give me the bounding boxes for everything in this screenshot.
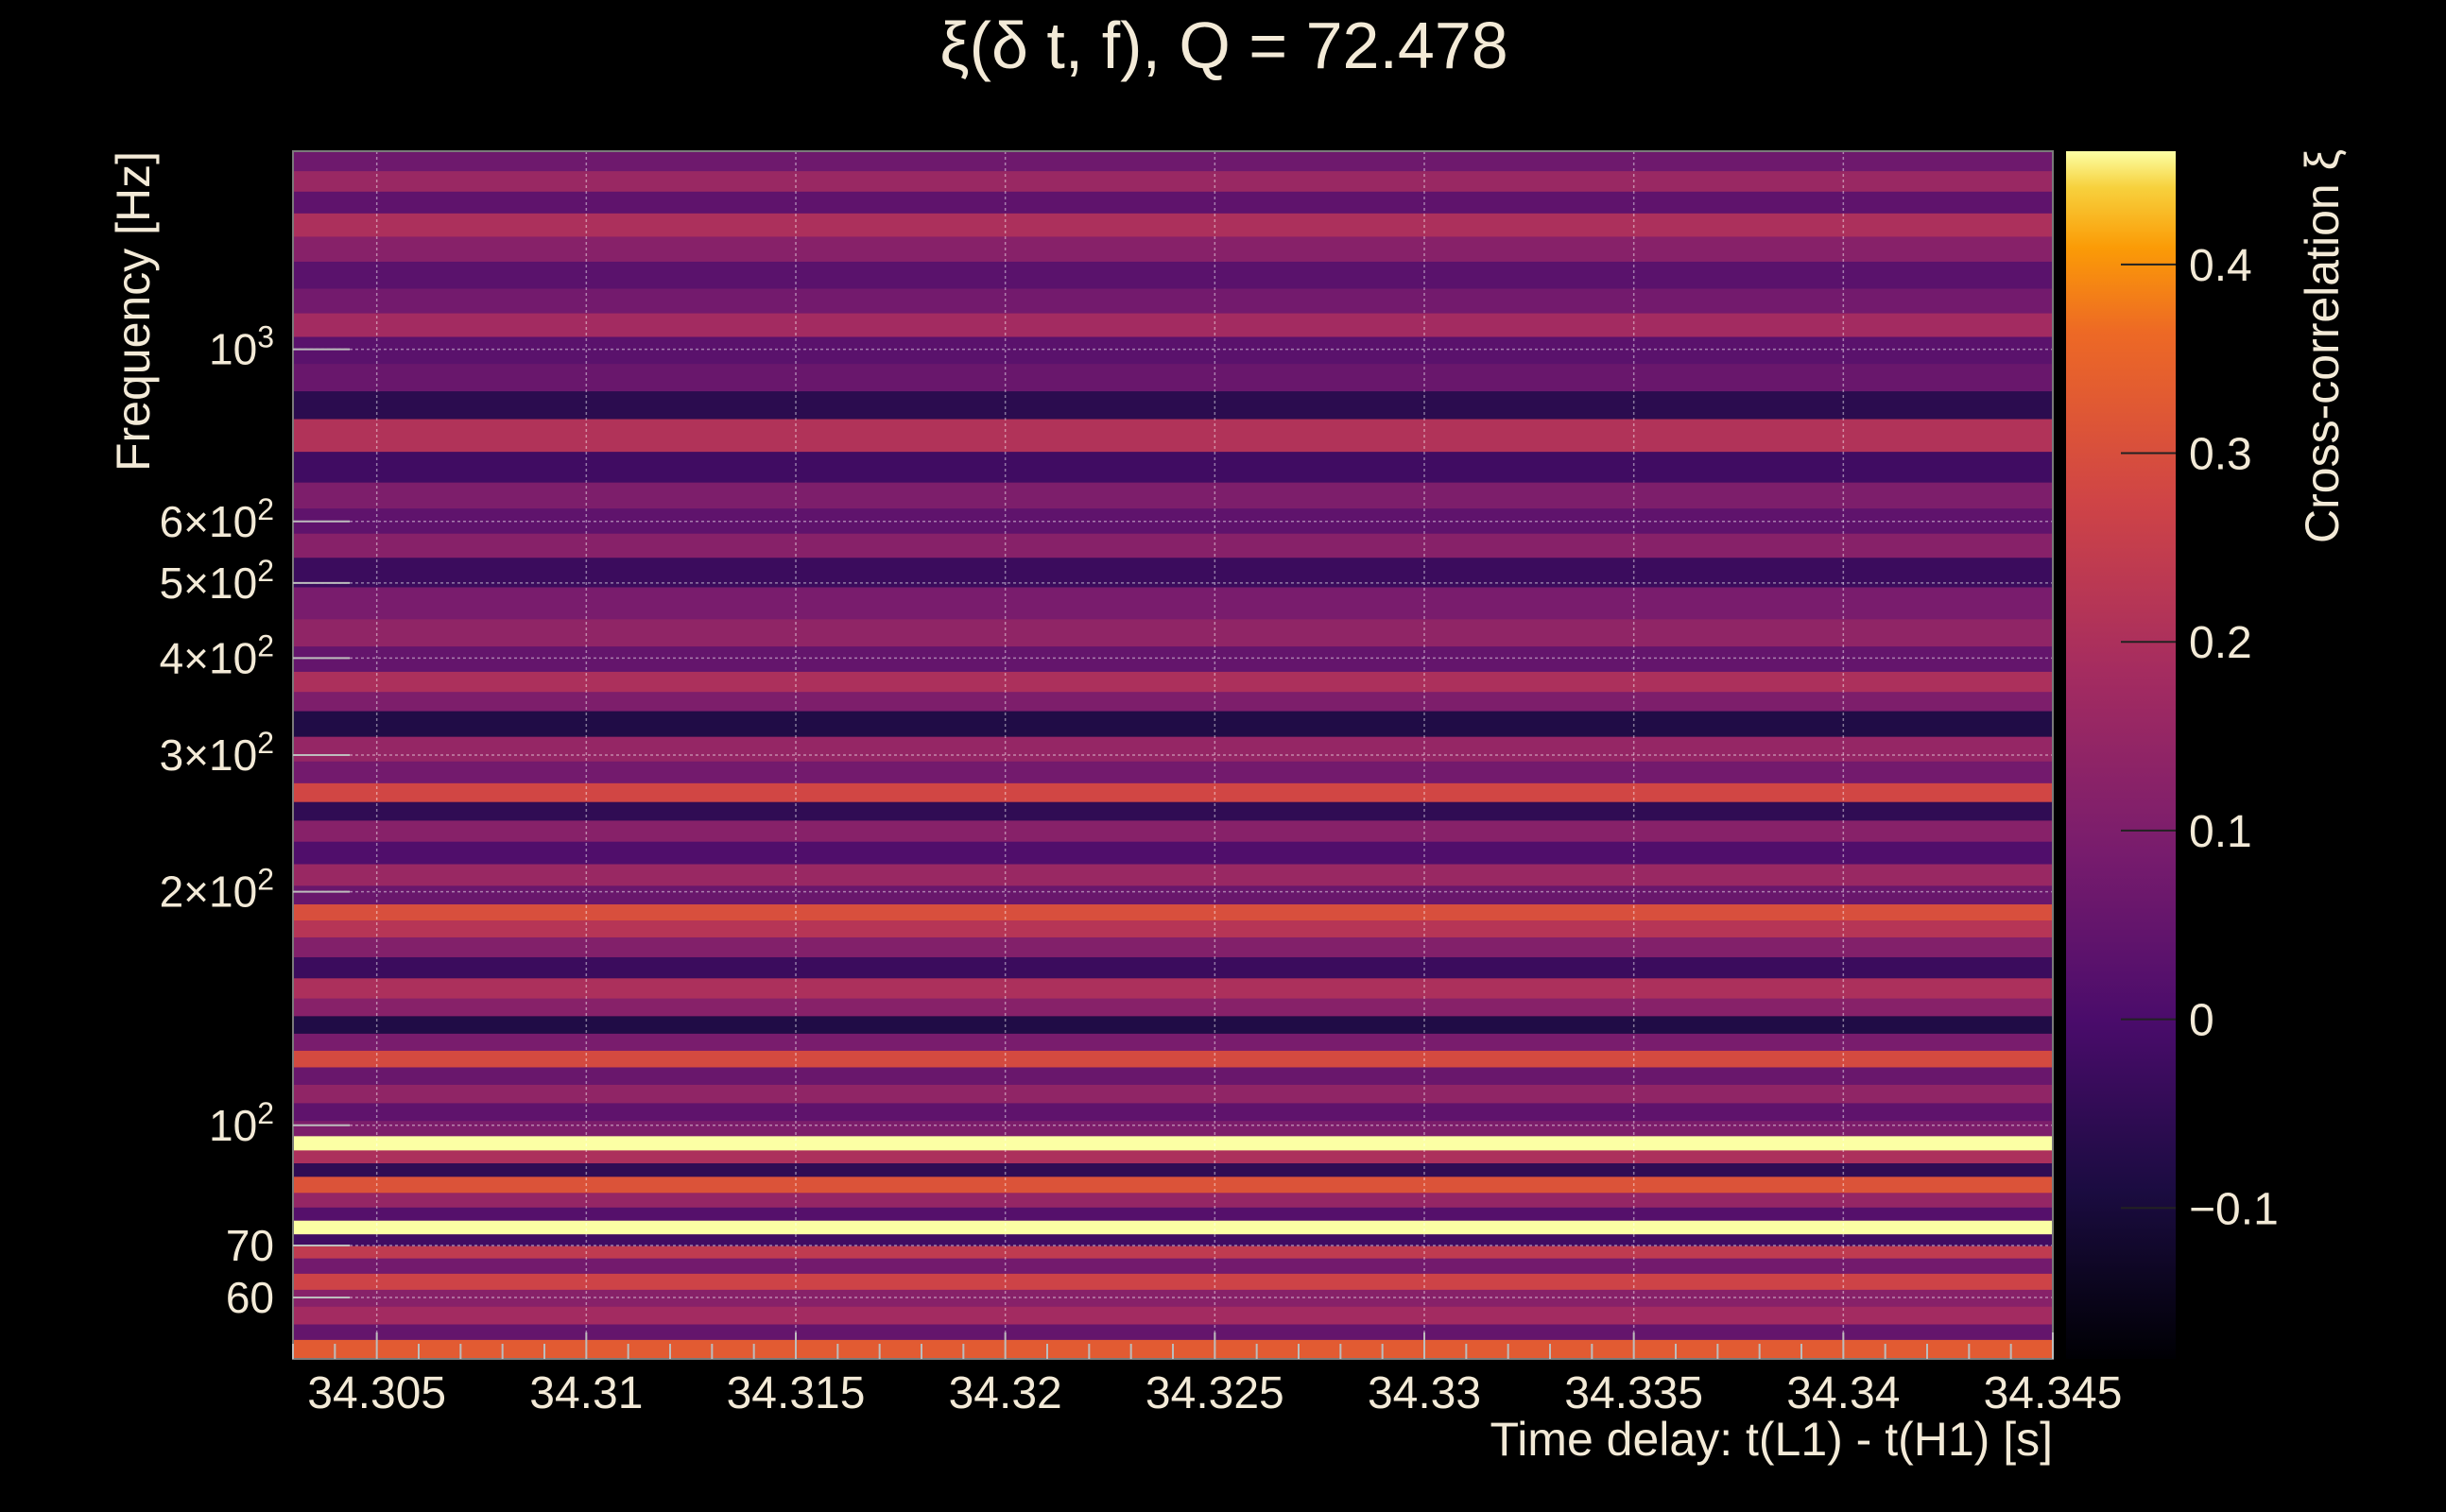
band-row <box>293 1306 2053 1325</box>
band-row <box>293 261 2053 289</box>
band-row <box>293 1207 2053 1221</box>
y-tick-label: 2×102 <box>160 863 274 917</box>
colorbar-tick-label: 0.2 <box>2189 618 2252 668</box>
band-row <box>293 451 2053 483</box>
band-row <box>293 801 2053 821</box>
band-row <box>293 1323 2053 1340</box>
band-row <box>293 1084 2053 1104</box>
y-tick-label: 103 <box>209 320 274 374</box>
band-row <box>293 586 2053 620</box>
x-axis-ticks: 34.305 34.31 34.315 34.32 34.325 34.33 34.335 3… <box>292 1332 2123 1418</box>
band-row <box>293 1246 2053 1259</box>
y-tick-label: 70 <box>226 1221 274 1270</box>
x-tick-label: 34.33 <box>1368 1368 1481 1418</box>
band-row <box>293 1176 2053 1194</box>
band-row <box>293 557 2053 588</box>
band-row <box>293 1273 2053 1290</box>
x-tick-label: 34.335 <box>1564 1368 1703 1418</box>
x-tick-label: 34.325 <box>1145 1368 1284 1418</box>
band-row <box>293 507 2053 534</box>
band-row <box>293 335 2053 365</box>
band-row <box>293 645 2053 672</box>
band-row <box>293 1233 2053 1246</box>
y-tick-label: 6×102 <box>160 492 274 546</box>
band-row <box>293 363 2053 392</box>
colorbar <box>2066 151 2176 1359</box>
band-row <box>293 691 2053 712</box>
y-tick-label: 5×102 <box>160 554 274 608</box>
colorbar-tick-label: −0.1 <box>2189 1184 2279 1234</box>
band-row <box>293 1192 2053 1208</box>
y-tick-label: 3×102 <box>160 726 274 780</box>
band-row <box>293 1289 2053 1307</box>
band-row <box>293 1033 2053 1051</box>
band-row <box>293 919 2053 937</box>
band-row <box>293 1149 2053 1164</box>
band-row <box>293 1120 2053 1137</box>
band-row <box>293 618 2053 647</box>
colorbar-tick-label: 0.4 <box>2189 241 2252 291</box>
x-tick-label: 34.31 <box>529 1368 643 1418</box>
band-row <box>293 170 2053 192</box>
band-row <box>293 1135 2053 1151</box>
x-tick-label: 34.32 <box>949 1368 1062 1418</box>
band-row <box>293 903 2053 921</box>
band-row <box>293 1050 2053 1068</box>
band-row <box>293 710 2053 737</box>
band-row <box>293 191 2053 214</box>
y-axis-label: Frequency [Hz] <box>107 151 160 472</box>
colorbar-tick-label: 0.3 <box>2189 430 2252 480</box>
colorbar-label: Cross-correlation ξ <box>2296 149 2349 543</box>
band-row <box>293 1015 2053 1034</box>
band-row <box>293 213 2053 237</box>
band-row <box>293 1162 2053 1177</box>
band-row <box>293 997 2053 1017</box>
band-row <box>293 841 2053 865</box>
colorbar-ticks: −0.1 0 0.1 0.2 0.3 0.4 <box>2121 241 2279 1234</box>
band-row <box>293 151 2053 172</box>
x-tick-label: 34.345 <box>1984 1368 2123 1418</box>
band-row <box>293 390 2053 420</box>
band-row <box>293 1102 2053 1122</box>
chart-title: ξ(δ t, f), Q = 72.478 <box>939 9 1507 82</box>
y-tick-label: 4×102 <box>160 628 274 682</box>
x-axis-label: Time delay: t(L1) - t(H1) [s] <box>1490 1413 2053 1466</box>
x-tick-label: 34.34 <box>1786 1368 1900 1418</box>
band-row <box>293 936 2053 957</box>
band-row <box>293 671 2053 693</box>
y-tick-label: 60 <box>226 1273 274 1322</box>
band-row <box>293 761 2053 783</box>
colorbar-tick-label: 0 <box>2189 996 2214 1046</box>
band-row <box>293 885 2053 905</box>
band-row <box>293 312 2053 337</box>
x-tick-label: 34.315 <box>727 1368 866 1418</box>
band-row <box>293 1066 2053 1085</box>
band-row <box>293 819 2053 842</box>
band-row <box>293 782 2053 802</box>
heatmap-bands <box>293 151 2053 1359</box>
band-row <box>293 956 2053 979</box>
band-row <box>293 1220 2053 1235</box>
x-tick-label: 34.305 <box>307 1368 446 1418</box>
band-row <box>293 287 2053 314</box>
colorbar-tick-label: 0.1 <box>2189 807 2252 857</box>
band-row <box>293 863 2053 886</box>
band-row <box>293 977 2053 999</box>
y-tick-label: 102 <box>209 1096 274 1150</box>
band-row <box>293 1258 2053 1274</box>
band-row <box>293 482 2053 509</box>
band-row <box>293 736 2053 762</box>
band-row <box>293 533 2053 558</box>
band-row <box>293 418 2053 453</box>
band-row <box>293 235 2053 262</box>
